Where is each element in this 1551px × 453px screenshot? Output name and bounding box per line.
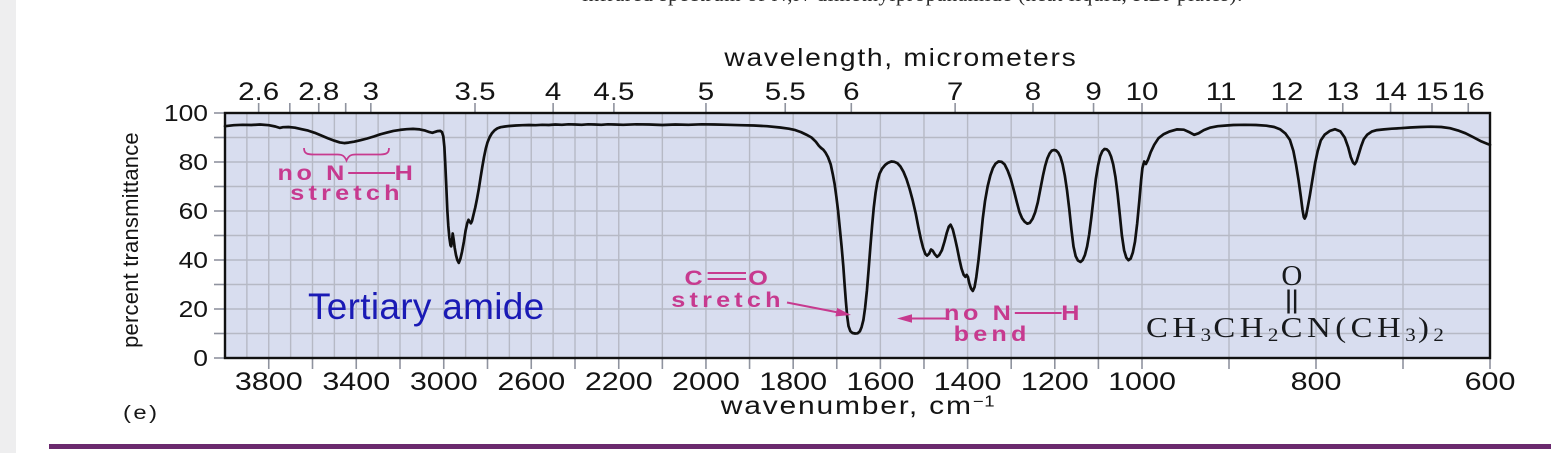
- top-tick-label: 3: [363, 77, 379, 105]
- spectrum-curve: [223, 122, 1492, 335]
- top-tick-label: 2.6: [238, 77, 279, 105]
- bottom-tick-label: 1400: [934, 368, 1002, 396]
- annotation-no-nh-stretch-line2: stretch: [290, 181, 404, 205]
- bottom-tick-label: 2600: [497, 368, 565, 396]
- top-tick-label: 5.5: [765, 77, 806, 105]
- top-tick-label: 13: [1326, 77, 1359, 105]
- ceqo-arrow-line: [786, 301, 841, 314]
- top-tick-label: 9: [1085, 77, 1101, 105]
- top-tick-label: 10: [1126, 77, 1159, 105]
- axis-ticks: [214, 103, 1491, 369]
- bottom-tick-label: 3000: [410, 368, 478, 396]
- formula-text: ): [1417, 311, 1434, 344]
- no-nh-stretch-brace: [303, 147, 390, 163]
- top-tick-label: 15: [1416, 77, 1449, 105]
- formula-subscript: 2: [1433, 324, 1447, 346]
- carbonyl-double-bond-dash: [708, 271, 747, 280]
- compound-type-label: Tertiary amide: [308, 286, 545, 327]
- bottom-tick-label: 1000: [1108, 368, 1176, 396]
- top-axis-title: wavelength, micrometers: [724, 44, 1078, 72]
- y-tick-label: 0: [193, 347, 208, 372]
- page-edge-shade: [0, 0, 16, 453]
- formula-text: CH: [1213, 311, 1268, 344]
- formula-subscript: 2: [1267, 324, 1281, 346]
- bottom-tick-label: 600: [1465, 368, 1516, 396]
- top-tick-label: 3.5: [455, 77, 496, 105]
- formula-subscript: 3: [1200, 324, 1214, 346]
- bottom-axis-title-superscript: −1: [972, 392, 996, 410]
- top-tick-label: 4.5: [593, 77, 634, 105]
- bottom-tick-label: 800: [1291, 368, 1342, 396]
- page-divider-rule: [49, 444, 1551, 449]
- top-tick-label: 14: [1374, 77, 1407, 105]
- bottom-tick-label: 1800: [759, 368, 827, 396]
- y-tick-label: 40: [179, 249, 208, 274]
- bottom-axis-title: wavenumber, cm−1: [720, 392, 996, 421]
- carbonyl-oxygen: O: [1281, 260, 1303, 292]
- y-tick-labels: 100 80 60 40 20 0: [164, 102, 208, 372]
- top-tick-label: 6: [843, 77, 859, 105]
- top-tick-label: 8: [1025, 77, 1041, 105]
- panel-label: (e): [123, 402, 160, 424]
- caption-fragment: infrared spectrum of N,N-dimethylpropana…: [582, 0, 1243, 5]
- bottom-tick-label: 1200: [1021, 368, 1089, 396]
- bottom-tick-label: 3400: [322, 368, 390, 396]
- top-tick-label: 5: [698, 77, 714, 105]
- top-tick-label: 7: [947, 77, 963, 105]
- ceqo-arrow-head: [835, 307, 851, 317]
- y-tick-label: 20: [179, 298, 208, 323]
- bottom-tick-label: 2200: [585, 368, 653, 396]
- formula-text: N(CH: [1307, 311, 1406, 344]
- no-nh-bend-arrow-head: [897, 314, 912, 323]
- nh-bond-dash: [347, 172, 395, 175]
- formula-subscript: 3: [1405, 324, 1418, 346]
- y-tick-label: 60: [179, 200, 208, 225]
- y-tick-label: 80: [179, 151, 208, 176]
- nh-bond-dash2: [1014, 312, 1062, 315]
- top-tick-labels: 2.6 2.8 3 3.5 4 4.5 5 5.5 6 7 8 9 10 11 12 13 14 15 16: [238, 77, 1484, 105]
- formula-carbonyl-carbon: C: [1280, 311, 1308, 344]
- y-tick-label: 100: [164, 102, 208, 127]
- annotation-no-nh-bend-line2: bend: [953, 323, 1031, 346]
- formula-text: CH: [1146, 311, 1201, 344]
- annotation-ceqo-line2: stretch: [671, 289, 785, 312]
- bottom-tick-label: 3800: [235, 368, 303, 396]
- plot-border: [223, 111, 1492, 360]
- bottom-axis-title-text: wavenumber, cm: [720, 391, 973, 420]
- bottom-tick-label: 2000: [672, 368, 740, 396]
- top-tick-label: 11: [1206, 77, 1237, 105]
- y-axis-title-text: percent transmittance: [118, 132, 143, 348]
- top-tick-label: 4: [545, 77, 561, 105]
- bottom-tick-labels: 3800 3400 3000 2600 2200 2000 1800 1600 1400 1200…: [235, 368, 1516, 396]
- top-tick-label: 2.8: [298, 77, 339, 105]
- top-tick-label: 16: [1452, 77, 1485, 105]
- bottom-tick-label: 1600: [846, 368, 914, 396]
- chemical-formula: CH3CH2CN(CH3)2: [1146, 311, 1447, 350]
- top-tick-label: 12: [1271, 77, 1304, 105]
